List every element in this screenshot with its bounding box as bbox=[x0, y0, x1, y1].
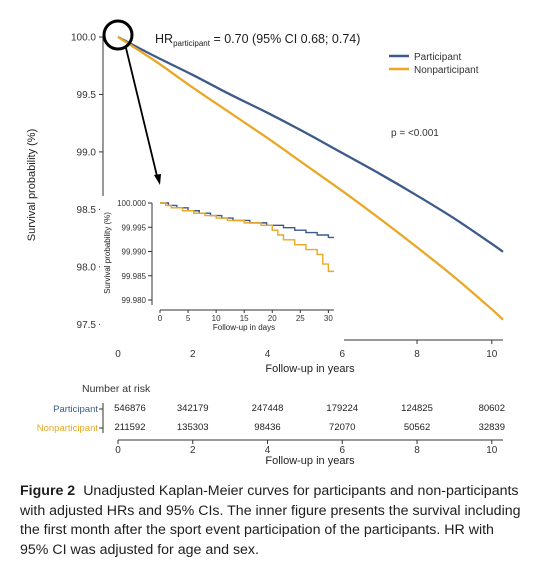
risk-table: Number at risk Participant Nonparticipan… bbox=[37, 383, 505, 467]
risk-cell: 211592 bbox=[115, 422, 146, 433]
risk-cell: 546876 bbox=[114, 403, 146, 414]
main-plot: 97.5 98.0 98.5 99.0 99.5 100.0 0 2 4 6 8 10 Surviv… bbox=[26, 19, 504, 375]
inset-y-tick-label: 99.990 bbox=[122, 248, 147, 257]
risk-row-label-nonparticipant: Nonparticipant bbox=[37, 423, 99, 434]
main-x-tick-label: 2 bbox=[190, 349, 196, 360]
main-x-label: Follow-up in years bbox=[265, 363, 355, 375]
zoom-arrow-head bbox=[154, 174, 161, 185]
risk-row-label-participant: Participant bbox=[53, 404, 98, 415]
main-y-tick-label: 100.0 bbox=[71, 33, 96, 44]
main-x-tick-label: 10 bbox=[486, 349, 498, 360]
zoom-arrow bbox=[125, 47, 158, 177]
figure-caption: Figure 2 Unadjusted Kaplan-Meier curves f… bbox=[20, 482, 522, 560]
main-y-label: Survival probability (%) bbox=[26, 129, 38, 241]
risk-x-tick-label: 4 bbox=[265, 445, 271, 456]
kaplan-meier-figure: 97.5 98.0 98.5 99.0 99.5 100.0 0 2 4 6 8 10 Surviv… bbox=[26, 19, 505, 467]
inset-x-tick-label: 25 bbox=[296, 314, 305, 323]
main-x-tick-label: 0 bbox=[115, 349, 121, 360]
risk-x-tick-label: 10 bbox=[486, 445, 498, 456]
main-y-tick-label: 99.5 bbox=[77, 90, 97, 101]
risk-table-title: Number at risk bbox=[82, 383, 151, 395]
zoom-circle bbox=[102, 19, 134, 51]
inset-x-tick-label: 10 bbox=[212, 314, 221, 323]
risk-x-tick-label: 0 bbox=[115, 445, 121, 456]
main-y-tick-label: 99.0 bbox=[77, 147, 97, 158]
main-y-ticks: 97.5 98.0 98.5 99.0 99.5 100.0 bbox=[71, 33, 103, 331]
inset-x-tick-label: 0 bbox=[158, 314, 163, 323]
inset-y-tick-label: 99.985 bbox=[122, 272, 147, 281]
inset-series-line-nonparticipant bbox=[160, 202, 334, 273]
risk-cell: 80602 bbox=[479, 403, 505, 414]
risk-x-ticks: 0 2 4 6 8 10 bbox=[115, 440, 498, 456]
main-y-tick-label: 98.5 bbox=[77, 205, 97, 216]
main-x-tick-label: 4 bbox=[265, 349, 271, 360]
risk-x-tick-label: 2 bbox=[190, 445, 196, 456]
risk-x-label: Follow-up in years bbox=[265, 455, 355, 467]
inset-x-ticks: 0 5 10 15 20 25 30 bbox=[158, 310, 333, 323]
risk-table-cells: 546876 342179 247448 179224 124825 80602 21159… bbox=[114, 403, 505, 433]
main-y-tick-label: 98.0 bbox=[77, 262, 97, 273]
main-y-tick-label: 97.5 bbox=[77, 320, 97, 331]
series-line-participant bbox=[117, 35, 504, 253]
hr-rest: = 0.70 (95% CI 0.68; 0.74) bbox=[210, 32, 360, 46]
inset-y-tick-label: 99.995 bbox=[122, 223, 147, 232]
inset-x-tick-label: 15 bbox=[240, 314, 249, 323]
legend: Participant Nonparticipant bbox=[389, 52, 479, 76]
inset-y-tick-label: 99.980 bbox=[122, 296, 147, 305]
inset-plot: 99.980 99.985 99.990 99.995 100.000 0 5 10 15 20… bbox=[100, 196, 344, 346]
risk-cell: 32839 bbox=[479, 422, 505, 433]
risk-cell: 179224 bbox=[326, 403, 358, 414]
inset-x-label: Follow-up in days bbox=[213, 323, 275, 332]
risk-cell: 342179 bbox=[177, 403, 209, 414]
inset-y-label: Survival probability (%) bbox=[103, 212, 112, 294]
risk-cell: 50562 bbox=[404, 422, 430, 433]
risk-cell: 72070 bbox=[329, 422, 355, 433]
risk-cell: 247448 bbox=[252, 403, 284, 414]
legend-label-participant: Participant bbox=[414, 52, 461, 63]
p-value-annotation: p = <0.001 bbox=[391, 128, 439, 139]
main-x-tick-label: 8 bbox=[414, 349, 420, 360]
series-line-nonparticipant bbox=[117, 36, 504, 321]
inset-x-tick-label: 5 bbox=[186, 314, 191, 323]
inset-x-tick-label: 30 bbox=[324, 314, 333, 323]
hr-annotation: HRparticipant = 0.70 (95% CI 0.68; 0.74) bbox=[155, 32, 360, 48]
caption-label: Figure 2 bbox=[20, 483, 76, 499]
hr-subscript: participant bbox=[173, 39, 211, 48]
legend-label-nonparticipant: Nonparticipant bbox=[414, 65, 479, 76]
risk-x-tick-label: 8 bbox=[414, 445, 420, 456]
risk-x-tick-label: 6 bbox=[339, 445, 345, 456]
risk-cell: 98436 bbox=[254, 422, 280, 433]
main-series-lines bbox=[117, 35, 504, 321]
inset-y-tick-label: 100.000 bbox=[117, 199, 146, 208]
risk-cell: 124825 bbox=[401, 403, 433, 414]
main-x-tick-label: 6 bbox=[339, 349, 345, 360]
inset-series-lines bbox=[160, 202, 334, 273]
hr-prefix: HR bbox=[155, 32, 173, 46]
inset-y-ticks: 99.980 99.985 99.990 99.995 100.000 bbox=[117, 199, 152, 305]
risk-cell: 135303 bbox=[177, 422, 209, 433]
inset-x-tick-label: 20 bbox=[268, 314, 277, 323]
inset-background bbox=[100, 196, 344, 346]
caption-text: Unadjusted Kaplan-Meier curves for parti… bbox=[20, 483, 521, 558]
